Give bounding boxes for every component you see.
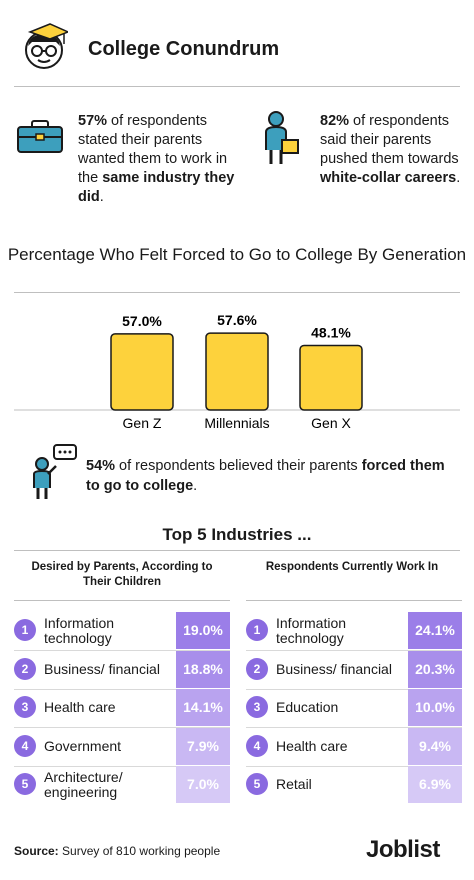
industry-row: 5 Architecture/ engineering 7.0%: [14, 766, 230, 803]
row-separator: [14, 688, 230, 690]
header-divider: [14, 86, 460, 87]
industry-percent: 14.1%: [176, 689, 230, 726]
industry-name: Government: [44, 737, 122, 754]
industry-percent: 24.1%: [408, 612, 462, 649]
left-column-heading: Desired by Parents, According to Their C…: [31, 561, 213, 588]
industry-percent: 9.4%: [408, 727, 462, 765]
rank-badge: 1: [14, 619, 36, 641]
category-label: Millennials: [204, 415, 269, 431]
row-separator: [14, 765, 230, 767]
category-label: Gen X: [311, 415, 351, 431]
industry-row: 2 Business/ financial 18.8%: [14, 650, 230, 690]
bar-value-label: 57.0%: [122, 313, 162, 329]
industries-title: Top 5 Industries ...: [162, 525, 312, 544]
joblist-logo: Joblist: [366, 836, 440, 863]
industry-name: Education: [276, 699, 339, 715]
industry-row: 3 Education 10.0%: [246, 689, 462, 728]
industry-name: Business/ financial: [276, 660, 392, 677]
row-separator: [246, 688, 462, 690]
bar-gen-z: [110, 333, 174, 411]
chart-title: Percentage Who Felt Forced to Go to Coll…: [7, 245, 467, 264]
rank-badge: 5: [246, 773, 268, 795]
bar-value-label: 57.6%: [217, 312, 257, 328]
graduate-avatar-icon: [20, 22, 70, 72]
industry-name: Health care: [276, 737, 348, 754]
industry-row: 3 Health care 14.1%: [14, 689, 230, 728]
row-separator: [246, 765, 462, 767]
briefcase-icon: [16, 120, 64, 159]
rank-badge: 1: [246, 619, 268, 641]
source-note: Source: Survey of 810 working people: [14, 844, 221, 858]
industry-percent: 7.0%: [176, 766, 230, 803]
industry-name: Business/ financial: [44, 660, 160, 677]
stat-white-collar: 82% of respondents said their parents pu…: [320, 113, 461, 186]
row-separator: [14, 727, 230, 728]
row-separator: [14, 650, 230, 651]
bar-gen-x: [299, 344, 363, 411]
industry-row: 5 Retail 6.9%: [246, 766, 462, 803]
industry-percent: 7.9%: [176, 727, 230, 765]
industry-percent: 20.3%: [408, 650, 462, 688]
rank-badge: 5: [14, 773, 36, 795]
industry-percent: 18.8%: [176, 650, 230, 688]
stat-same-industry: 57% of respondents stated their parents …: [78, 113, 235, 205]
industries-divider: [14, 550, 460, 551]
generation-bar-chart: 57.0% Gen Z 57.6% Millennials 48.1% Gen X: [14, 312, 460, 431]
rank-badge: 2: [246, 657, 268, 680]
industry-percent: 6.9%: [408, 766, 462, 803]
row-separator: [246, 727, 462, 728]
industry-row: 2 Business/ financial 20.3%: [246, 650, 462, 690]
industry-name: Health care: [44, 699, 116, 715]
rank-badge: 4: [14, 734, 36, 757]
office-worker-icon: [262, 110, 302, 171]
industry-row: 1 Information technology 19.0%: [14, 612, 230, 651]
rank-badge: 4: [246, 734, 268, 757]
bar-millennials: [205, 332, 269, 411]
industry-row: 1 Information technology 24.1%: [246, 612, 462, 651]
page-title: College Conundrum: [88, 38, 280, 60]
speaking-person-icon: [32, 444, 80, 505]
rank-badge: 3: [246, 696, 268, 718]
callout-forced-college: 54% of respondents believed their parent…: [86, 458, 445, 494]
industry-name: Information technology: [276, 614, 347, 646]
industry-row: 4 Government 7.9%: [14, 727, 230, 767]
industry-name: Information technology: [44, 614, 115, 646]
left-column-divider: [14, 600, 230, 601]
right-column-heading: Respondents Currently Work In: [265, 561, 439, 573]
rank-badge: 3: [14, 696, 36, 718]
row-separator: [246, 650, 462, 651]
industry-percent: 10.0%: [408, 689, 462, 726]
industry-name: Architecture/ engineering: [44, 768, 123, 800]
category-label: Gen Z: [123, 415, 162, 431]
industry-percent: 19.0%: [176, 612, 230, 649]
rank-badge: 2: [14, 657, 36, 680]
bar-value-label: 48.1%: [311, 324, 351, 340]
industry-row: 4 Health care 9.4%: [246, 727, 462, 767]
industry-name: Retail: [276, 776, 312, 792]
right-column-divider: [246, 600, 462, 601]
chart-top-divider: [14, 292, 460, 293]
